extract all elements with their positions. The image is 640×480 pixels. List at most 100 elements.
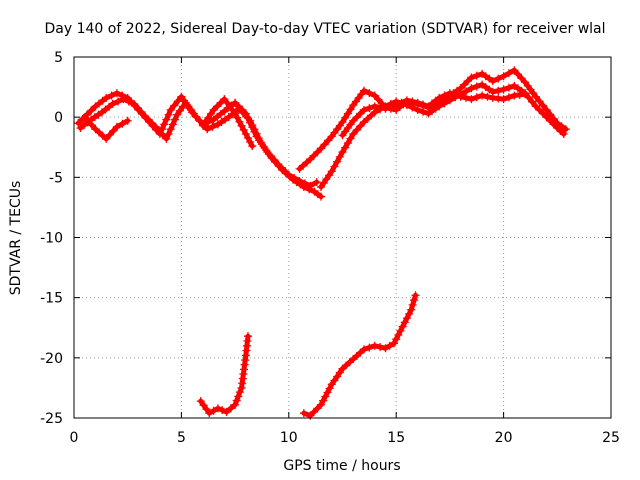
data-point [365,89,374,98]
data-point [320,140,329,149]
data-point [376,343,385,352]
data-point [299,409,308,418]
data-point [390,339,399,348]
data-point [324,136,333,145]
y-tick-label: 5 [54,50,63,66]
data-point [346,105,355,114]
data-point [510,66,519,75]
data-point [299,182,308,191]
data-point [246,116,255,125]
data-point [87,121,96,130]
data-point [151,122,160,131]
data-point [235,117,244,126]
data-point [521,90,530,99]
data-point [413,98,422,107]
data-point [365,104,374,113]
data-point [411,291,420,300]
series-line-track-8 [198,333,251,416]
data-point [202,405,211,414]
data-point [359,105,368,114]
data-point [504,83,513,92]
data-point [467,95,476,104]
data-point [419,100,428,109]
data-point [467,84,476,93]
data-point [402,96,411,105]
data-point [488,77,497,86]
data-point [349,116,358,125]
data-point [456,92,465,101]
data-point [112,89,121,98]
data-point [248,142,257,151]
data-point [213,404,222,413]
data-point [341,143,350,152]
data-point [359,345,368,354]
data-point [392,335,401,344]
data-point [343,139,352,148]
data-point [410,296,419,305]
data-point [137,107,146,116]
data-point [435,102,444,111]
data-point [144,115,153,124]
data-point [559,130,568,139]
x-axis-label: GPS time / hours [283,458,400,474]
data-point [119,95,128,104]
data-point [109,126,118,135]
data-point [542,105,551,114]
data-point [233,113,242,122]
data-point [478,91,487,100]
data-point [209,105,218,114]
data-point [445,96,454,105]
x-tick-label: 20 [495,430,513,446]
x-tick-label: 0 [70,430,79,446]
data-point [102,93,111,102]
data-point [397,98,406,107]
data-point [499,72,508,81]
data-point [105,130,114,139]
data-point [238,108,247,117]
data-point [239,125,248,134]
data-point [349,130,358,139]
data-point [232,396,241,405]
grid [74,57,611,418]
data-point [435,93,444,102]
data-point [561,125,570,134]
data-point [309,407,318,416]
data-point [400,318,409,327]
data-point [231,400,240,409]
data-point [513,70,522,79]
data-point [323,388,332,397]
data-point [317,144,326,153]
data-point [356,109,365,118]
data-point [166,105,175,114]
y-tick-label: -25 [40,411,63,427]
data-point [118,119,127,128]
data-point [74,119,83,128]
series-group [74,66,570,420]
data-point [370,91,379,100]
data-point [343,109,352,118]
data-point [313,148,322,157]
data-point [440,91,449,100]
data-point [504,69,513,78]
data-point [160,120,169,129]
data-point [317,192,326,201]
data-point [365,343,374,352]
data-point [338,117,347,126]
data-point [102,134,111,143]
data-point [352,113,361,122]
data-point [130,99,139,108]
data-point [205,409,214,418]
data-point [306,155,315,164]
data-point [213,102,222,111]
data-point [208,122,217,131]
data-point [173,110,182,119]
data-point [84,117,93,126]
data-point [376,103,385,112]
data-point [317,400,326,409]
data-point [226,404,235,413]
data-point [168,120,177,129]
data-point [231,109,240,118]
data-point [140,111,149,120]
data-point [408,97,417,106]
